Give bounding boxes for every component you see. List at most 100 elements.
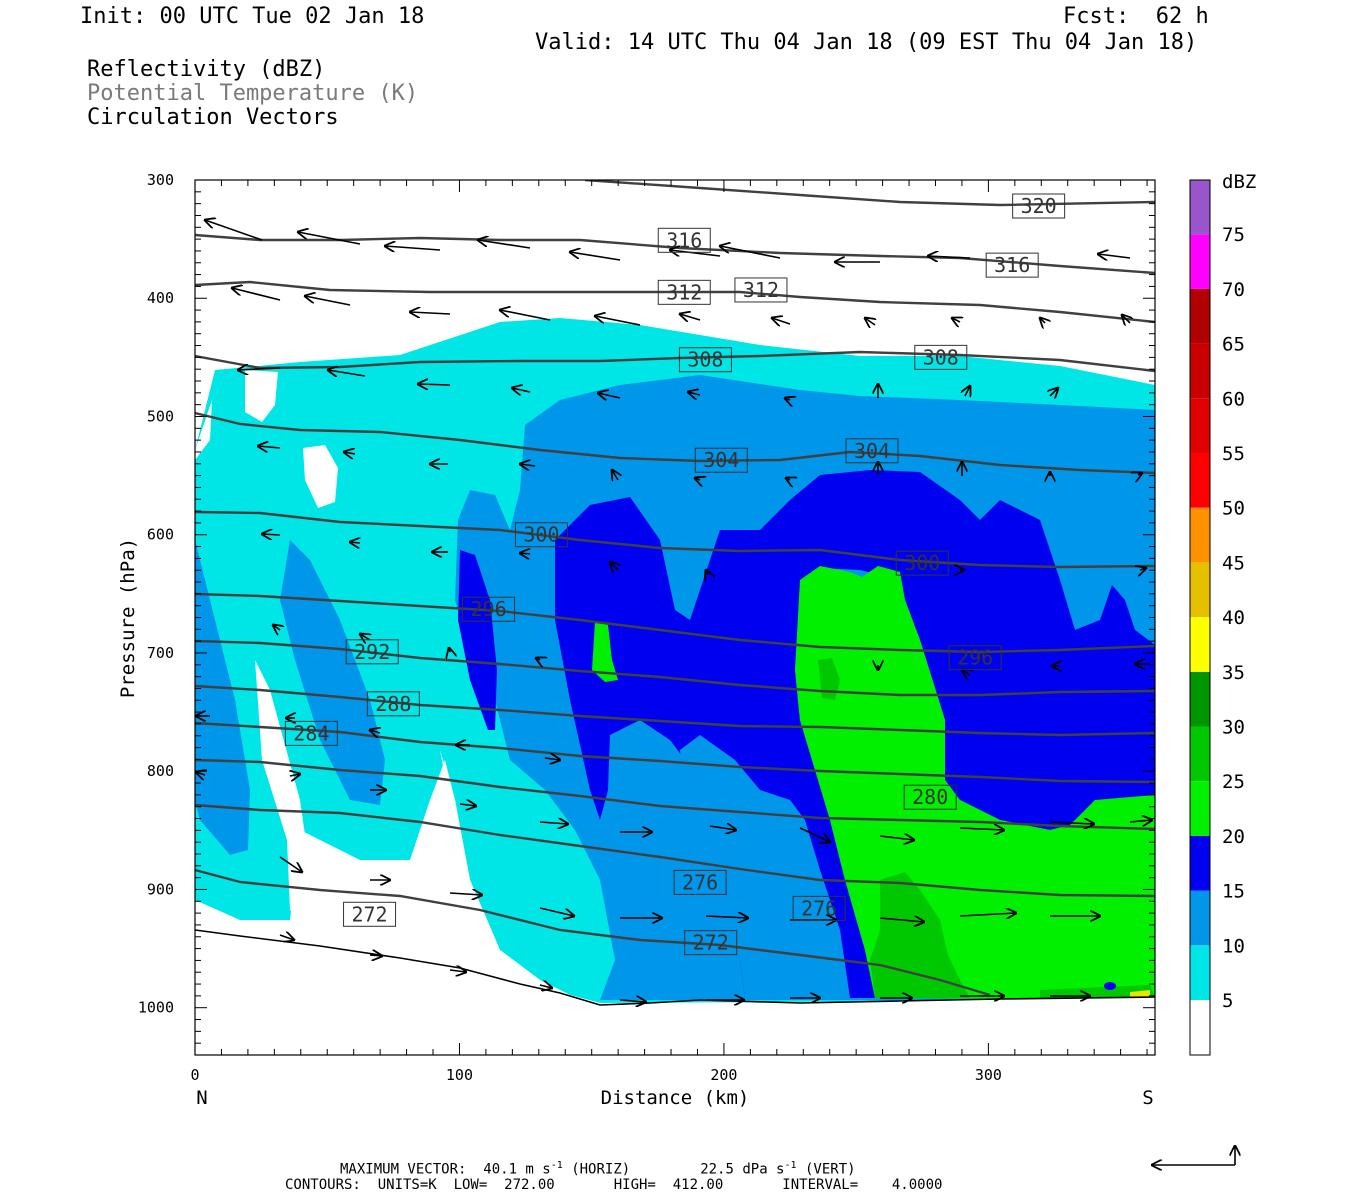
y-axis-title: Pressure (hPa) [117,538,139,698]
contour-label: 276 [673,869,727,895]
maximum-vector-text: MAXIMUM VECTOR: 40.1 m s-1 (HORIZ) 22.5 d… [340,1160,856,1178]
field-potential-temperature: Potential Temperature (K) [87,81,419,106]
contour-label-box [792,895,846,921]
x-tick-label: 100 [446,1066,473,1084]
contour-labels: 320 316 316 312 312 308 308 304 304 300 300 296 296 2… [284,193,1066,956]
reflectivity-field [195,318,1155,1055]
circulation-vector [570,252,621,261]
colorbar-level-label: 45 [1222,552,1245,574]
colorbar-swatch [1190,945,1210,1000]
colorbar-swatch [1190,343,1210,399]
circulation-vector [478,240,531,249]
contour-info-text: CONTOURS: UNITS=K LOW= 272.00 HIGH= 412.… [285,1177,943,1193]
circulation-vector [459,804,476,806]
contour-label: 316 [657,227,711,253]
circulation-vector [865,318,875,325]
contour-label-text: 304 [703,448,739,472]
contour-label-text: 276 [682,870,718,894]
contour-label: 312 [657,279,711,305]
contour-label-text: 272 [693,931,729,955]
contour-label-text: 316 [994,253,1030,277]
contour-label-box [845,438,899,464]
circulation-vector [1140,568,1146,570]
contour-label-box [514,522,568,548]
circulation-vector [598,393,621,398]
circulation-vector [799,827,830,842]
circulation-vector [539,985,552,988]
colorbar-level-label: 75 [1222,224,1245,246]
circulation-vector [1040,318,1045,323]
circulation-vector [1050,388,1058,396]
circulation-vector [612,470,618,480]
contour-label-text: 288 [375,692,411,716]
field-circulation-vectors: Circulation Vectors [87,105,339,130]
circulation-vector [772,318,791,324]
circulation-vector [410,312,451,314]
contour-label-box [366,691,420,717]
colorbar-level-label: 5 [1222,990,1233,1012]
x-tick-label: 0 [190,1066,199,1084]
circulation-vector [539,907,574,916]
circulation-vector [705,916,748,918]
colorbar-swatch [1190,890,1210,946]
contour-label-text: 272 [351,902,387,926]
circulation-vector [959,828,1004,830]
circulation-vector [512,388,531,392]
contour-label-text: 304 [854,439,890,463]
contour-label-text: 312 [743,278,779,302]
colorbar-unit: dBZ [1222,171,1256,193]
contour-label-box [734,277,788,303]
circulation-vector [879,918,924,922]
contour-label-text: 296 [957,646,993,670]
circulation-vector [539,822,568,824]
colorbar-level-label: 40 [1222,607,1245,629]
circulation-vector [305,296,351,306]
colorbar-swatch [1190,835,1210,891]
colorbar: 5 10 15 20 25 30 35 40 45 50 55 60 65 70 75 [1189,179,1245,1056]
circulation-vector [279,935,294,940]
circulation-vector [1129,820,1152,822]
contour-label: 312 [734,277,788,303]
circulation-vector [262,534,281,535]
colorbar-level-label: 10 [1222,935,1245,957]
circulation-vector [544,758,560,760]
circulation-vector [370,730,380,733]
contour-label: 276 [792,895,846,921]
circulation-vector [595,316,641,326]
circulation-vector [449,970,466,972]
colorbar-swatch [1190,507,1210,563]
colorbar-level-label: 65 [1222,334,1245,356]
circulation-vector [928,256,971,258]
contour-label: 304 [845,438,899,464]
circulation-vector [418,384,451,385]
colorbar-swatch [1190,453,1210,508]
contour-label: 296 [462,596,516,622]
contour-label-box [657,279,711,305]
y-tick-label: 600 [147,526,174,544]
field-reflectivity: Reflectivity (dBZ) [87,57,326,82]
contour-label-box [948,645,1002,671]
contour-label: 316 [985,252,1039,278]
contour-label: 320 [1012,193,1066,219]
circulation-vector [238,368,281,370]
contour-label-text: 320 [1021,194,1057,218]
circulation-vector [785,398,790,400]
x-tick-label: 200 [710,1066,737,1084]
colorbar-swatch [1190,726,1210,782]
x-axis-left-end-label: N [196,1087,207,1109]
circulation-vector [536,658,540,660]
contour-label-box [345,639,399,665]
contour-label: 288 [366,691,420,717]
x-axis-right-end-label: S [1142,1087,1153,1109]
circulation-vector [959,913,1016,916]
colorbar-level-label: 25 [1222,771,1245,793]
circulation-vector [273,625,280,630]
circulation-vector [680,314,701,320]
circulation-vector [952,318,960,322]
circulation-vector [1122,315,1130,323]
colorbar-swatch [1190,671,1210,727]
circulation-vectors [196,220,1152,1002]
y-tick-label: 700 [147,644,174,662]
colorbar-swatch [1190,562,1210,618]
